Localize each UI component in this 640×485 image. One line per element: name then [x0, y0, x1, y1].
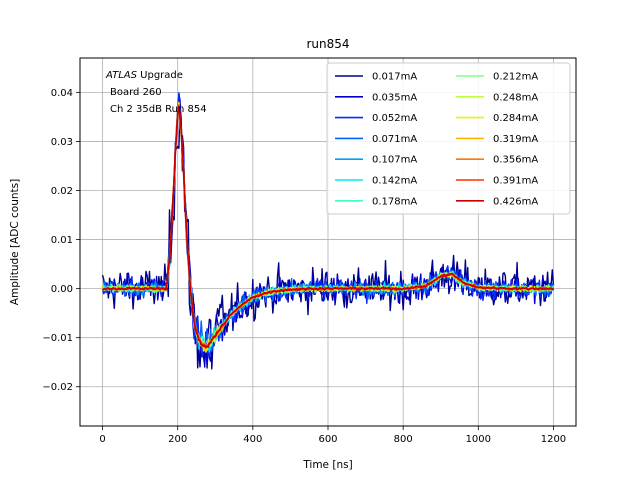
legend-label: 0.319mA	[493, 134, 538, 145]
legend-label: 0.107mA	[372, 155, 417, 166]
y-tick-label: −0.01	[42, 333, 73, 344]
annotation-channel-run: Ch 2 35dB Run 854	[110, 104, 207, 115]
y-ticks: −0.02 −0.01 0.00 0.01 0.02 0.03 0.04	[42, 88, 80, 393]
x-tick-label: 0	[99, 434, 105, 445]
legend-label: 0.178mA	[372, 196, 417, 207]
x-tick-label: 1000	[466, 434, 491, 445]
y-tick-label: −0.02	[42, 382, 73, 393]
series-group	[101, 92, 555, 370]
legend-box	[326, 62, 571, 215]
chart-title: run854	[306, 37, 349, 51]
y-tick-label: 0.03	[51, 137, 73, 148]
y-tick-label: 0.00	[51, 284, 73, 295]
annotation-upgrade: Upgrade	[137, 70, 183, 81]
legend-label: 0.142mA	[372, 176, 417, 187]
legend-label: 0.356mA	[493, 155, 538, 166]
legend-label: 0.017mA	[372, 72, 417, 83]
annotation-atlas: ATLAS	[105, 70, 138, 81]
y-tick-label: 0.04	[51, 88, 73, 99]
x-axis-label: Time [ns]	[302, 459, 352, 471]
legend-label: 0.426mA	[493, 196, 538, 207]
y-tick-label: 0.02	[51, 186, 73, 197]
y-tick-label: 0.01	[51, 235, 73, 246]
x-tick-label: 800	[394, 434, 413, 445]
x-tick-label: 400	[243, 434, 262, 445]
x-tick-label: 600	[318, 434, 337, 445]
legend-label: 0.284mA	[493, 113, 538, 124]
x-tick-label: 1200	[541, 434, 566, 445]
legend-label: 0.071mA	[372, 134, 417, 145]
legend-label: 0.035mA	[372, 92, 417, 103]
legend-label: 0.052mA	[372, 113, 417, 124]
annotation-board: Board 260	[110, 87, 162, 98]
legend-label: 0.391mA	[493, 176, 538, 187]
legend: 0.017mA 0.035mA 0.052mA 0.071mA 0.107mA 0.142…	[326, 62, 571, 215]
x-tick-label: 200	[168, 434, 187, 445]
legend-label: 0.248mA	[493, 92, 538, 103]
legend-label: 0.212mA	[493, 72, 538, 83]
annotation-line-1: ATLAS Upgrade	[105, 70, 183, 81]
x-ticks: 0 200 400 600 800 1000 1200	[99, 426, 566, 445]
series-line-0.426mA	[102, 105, 554, 349]
series-line-0.017mA	[101, 103, 555, 370]
y-axis-label: Amplitude [ADC counts]	[9, 179, 21, 305]
annotation: ATLAS Upgrade Board 260 Ch 2 35dB Run 85…	[105, 70, 207, 115]
